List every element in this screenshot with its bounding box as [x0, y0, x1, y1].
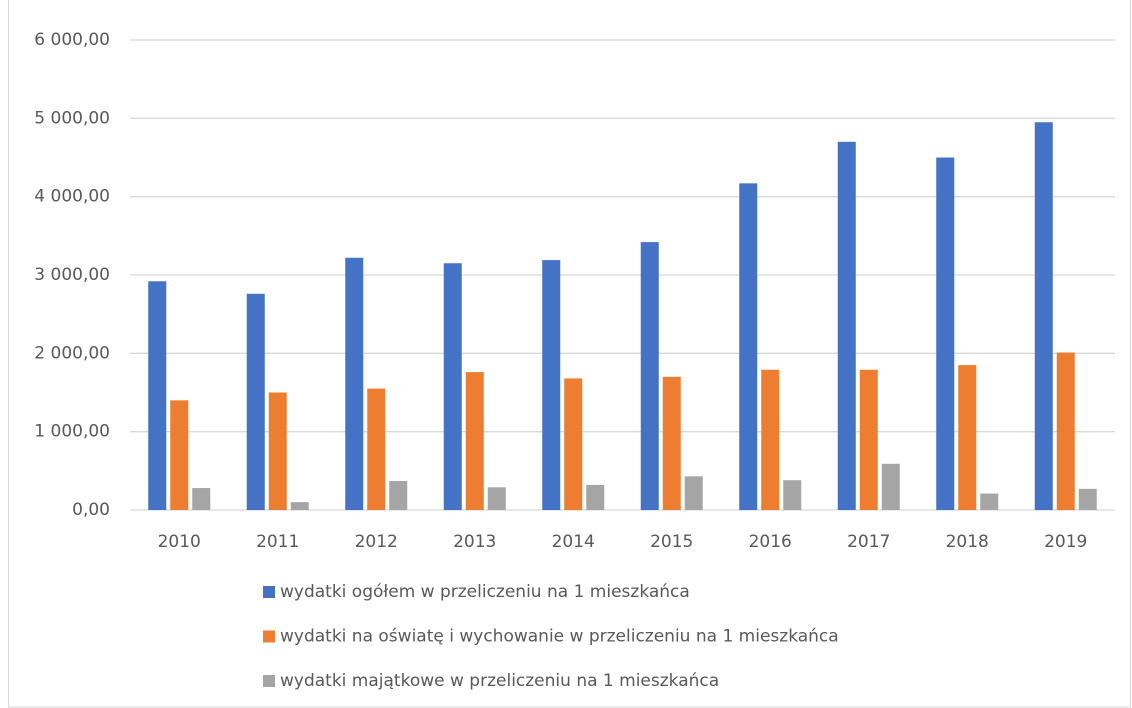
y-tick-label: 2 000,00 — [34, 343, 110, 363]
x-tick-label: 2019 — [1044, 532, 1087, 552]
bar — [192, 488, 211, 510]
y-tick-label: 3 000,00 — [34, 265, 110, 285]
bar — [170, 400, 189, 510]
legend-swatch — [263, 675, 275, 687]
y-tick-label: 0,00 — [72, 500, 110, 520]
bar — [443, 263, 462, 510]
bar — [837, 141, 856, 511]
bar — [148, 281, 167, 510]
legend-swatch — [263, 586, 275, 598]
bar — [564, 378, 583, 510]
bar — [640, 242, 659, 510]
bar — [1078, 488, 1097, 510]
x-tick-label: 2018 — [946, 532, 989, 552]
bar — [936, 157, 955, 510]
legend-label: wydatki na oświatę i wychowanie w przeli… — [280, 627, 839, 647]
y-tick-label: 5 000,00 — [34, 108, 110, 128]
bar — [859, 369, 878, 510]
y-tick-label: 6 000,00 — [34, 30, 110, 50]
legend-label: wydatki ogółem w przeliczeniu na 1 miesz… — [280, 582, 690, 602]
bar — [465, 372, 484, 510]
y-tick-label: 1 000,00 — [34, 422, 110, 442]
x-tick-label: 2016 — [749, 532, 792, 552]
bar — [542, 260, 561, 510]
bar — [739, 183, 758, 510]
x-tick-label: 2010 — [158, 532, 201, 552]
bar — [487, 487, 506, 510]
bar — [345, 257, 364, 510]
bar — [684, 476, 703, 510]
bar — [783, 480, 802, 510]
y-tick-label: 4 000,00 — [34, 187, 110, 207]
bar — [389, 481, 408, 510]
x-tick-label: 2013 — [453, 532, 496, 552]
bar — [1034, 122, 1053, 510]
x-tick-label: 2012 — [355, 532, 398, 552]
bar — [586, 484, 605, 510]
bar — [268, 392, 287, 510]
bar — [662, 376, 681, 510]
bar — [1056, 352, 1075, 510]
bar — [958, 365, 977, 510]
bar — [881, 463, 900, 510]
chart-frame — [8, 0, 1131, 708]
x-tick-label: 2014 — [552, 532, 595, 552]
bar — [761, 369, 780, 510]
bar — [980, 493, 999, 510]
x-tick-label: 2011 — [256, 532, 299, 552]
legend-label: wydatki majątkowe w przeliczeniu na 1 mi… — [280, 671, 719, 691]
legend-swatch — [263, 630, 275, 643]
x-tick-label: 2015 — [650, 532, 693, 552]
bar — [367, 388, 386, 510]
bar — [246, 293, 265, 510]
x-tick-label: 2017 — [847, 532, 890, 552]
bar — [290, 502, 309, 510]
